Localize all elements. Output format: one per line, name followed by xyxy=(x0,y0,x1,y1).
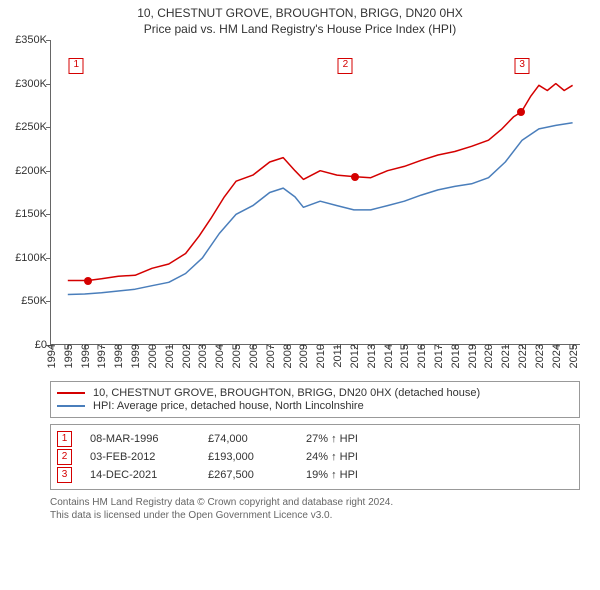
x-axis-label: 2013 xyxy=(364,344,378,368)
sale-row-badge: 1 xyxy=(57,431,72,447)
y-axis-label: £50K xyxy=(21,295,51,307)
page-root: 10, CHESTNUT GROVE, BROUGHTON, BRIGG, DN… xyxy=(0,0,600,590)
sale-marker-badge-2: 2 xyxy=(338,58,353,74)
x-axis-label: 1998 xyxy=(111,344,125,368)
sale-marker-1 xyxy=(84,277,92,285)
footer-line2: This data is licensed under the Open Gov… xyxy=(50,509,590,522)
x-axis-label: 1999 xyxy=(128,344,142,368)
x-axis-label: 2000 xyxy=(145,344,159,368)
x-axis-label: 2016 xyxy=(414,344,428,368)
x-axis-label: 1994 xyxy=(44,344,58,368)
sale-row-date: 08-MAR-1996 xyxy=(90,433,190,445)
sale-marker-3 xyxy=(517,108,525,116)
sale-row-delta: 19% ↑ HPI xyxy=(306,469,358,481)
legend-swatch xyxy=(57,405,85,407)
x-axis-label: 2025 xyxy=(566,344,580,368)
chart-title-line2: Price paid vs. HM Land Registry's House … xyxy=(10,22,590,36)
sale-row: 1 08-MAR-1996 £74,000 27% ↑ HPI xyxy=(57,431,573,447)
sale-row-badge: 2 xyxy=(57,449,72,465)
legend-label: 10, CHESTNUT GROVE, BROUGHTON, BRIGG, DN… xyxy=(93,387,480,399)
x-axis-label: 2004 xyxy=(212,344,226,368)
sale-row-date: 03-FEB-2012 xyxy=(90,451,190,463)
x-axis-label: 1997 xyxy=(94,344,108,368)
y-axis-label: £300K xyxy=(15,78,51,90)
sale-marker-badge-3: 3 xyxy=(515,58,530,74)
series-line-property xyxy=(68,84,573,281)
sale-row-badge: 3 xyxy=(57,467,72,483)
legend-label: HPI: Average price, detached house, Nort… xyxy=(93,400,364,412)
chart-title-block: 10, CHESTNUT GROVE, BROUGHTON, BRIGG, DN… xyxy=(10,6,590,36)
x-axis-label: 2002 xyxy=(179,344,193,368)
x-axis-label: 2015 xyxy=(397,344,411,368)
chart-area: £0£50K£100K£150K£200K£250K£300K£350K1994… xyxy=(50,40,590,345)
x-axis-label: 2011 xyxy=(330,344,344,368)
y-axis-label: £250K xyxy=(15,121,51,133)
x-axis-label: 2009 xyxy=(296,344,310,368)
plot-region: £0£50K£100K£150K£200K£250K£300K£350K1994… xyxy=(50,40,580,345)
x-axis-label: 2017 xyxy=(431,344,445,368)
y-axis-label: £350K xyxy=(15,34,51,46)
x-axis-label: 2012 xyxy=(347,344,361,368)
chart-lines-svg xyxy=(51,40,581,345)
sale-row-delta: 24% ↑ HPI xyxy=(306,451,358,463)
sale-row-price: £193,000 xyxy=(208,451,288,463)
sale-row: 2 03-FEB-2012 £193,000 24% ↑ HPI xyxy=(57,449,573,465)
legend-box: 10, CHESTNUT GROVE, BROUGHTON, BRIGG, DN… xyxy=(50,381,580,418)
y-axis-label: £100K xyxy=(15,252,51,264)
sale-row-price: £74,000 xyxy=(208,433,288,445)
x-axis-label: 2001 xyxy=(162,344,176,368)
legend-item: HPI: Average price, detached house, Nort… xyxy=(57,400,573,412)
sale-row-date: 14-DEC-2021 xyxy=(90,469,190,481)
x-axis-label: 1996 xyxy=(78,344,92,368)
x-axis-label: 2007 xyxy=(263,344,277,368)
x-axis-label: 2024 xyxy=(549,344,563,368)
footer-attribution: Contains HM Land Registry data © Crown c… xyxy=(50,496,590,522)
sales-box: 1 08-MAR-1996 £74,000 27% ↑ HPI 2 03-FEB-2012… xyxy=(50,424,580,490)
legend-swatch xyxy=(57,392,85,394)
x-axis-label: 2003 xyxy=(195,344,209,368)
x-axis-label: 2021 xyxy=(498,344,512,368)
x-axis-label: 2020 xyxy=(481,344,495,368)
legend-item: 10, CHESTNUT GROVE, BROUGHTON, BRIGG, DN… xyxy=(57,387,573,399)
sale-row: 3 14-DEC-2021 £267,500 19% ↑ HPI xyxy=(57,467,573,483)
x-axis-label: 2014 xyxy=(381,344,395,368)
x-axis-label: 2018 xyxy=(448,344,462,368)
x-axis-label: 2019 xyxy=(465,344,479,368)
series-line-hpi xyxy=(68,123,573,295)
footer-line1: Contains HM Land Registry data © Crown c… xyxy=(50,496,590,509)
x-axis-label: 1995 xyxy=(61,344,75,368)
chart-title-line1: 10, CHESTNUT GROVE, BROUGHTON, BRIGG, DN… xyxy=(10,6,590,20)
sale-marker-badge-1: 1 xyxy=(69,58,84,74)
x-axis-label: 2005 xyxy=(229,344,243,368)
y-axis-label: £200K xyxy=(15,165,51,177)
sale-row-price: £267,500 xyxy=(208,469,288,481)
x-axis-label: 2023 xyxy=(532,344,546,368)
x-axis-label: 2022 xyxy=(515,344,529,368)
sale-row-delta: 27% ↑ HPI xyxy=(306,433,358,445)
sale-marker-2 xyxy=(351,173,359,181)
y-axis-label: £150K xyxy=(15,208,51,220)
x-axis-label: 2006 xyxy=(246,344,260,368)
x-axis-label: 2010 xyxy=(313,344,327,368)
x-axis-label: 2008 xyxy=(280,344,294,368)
